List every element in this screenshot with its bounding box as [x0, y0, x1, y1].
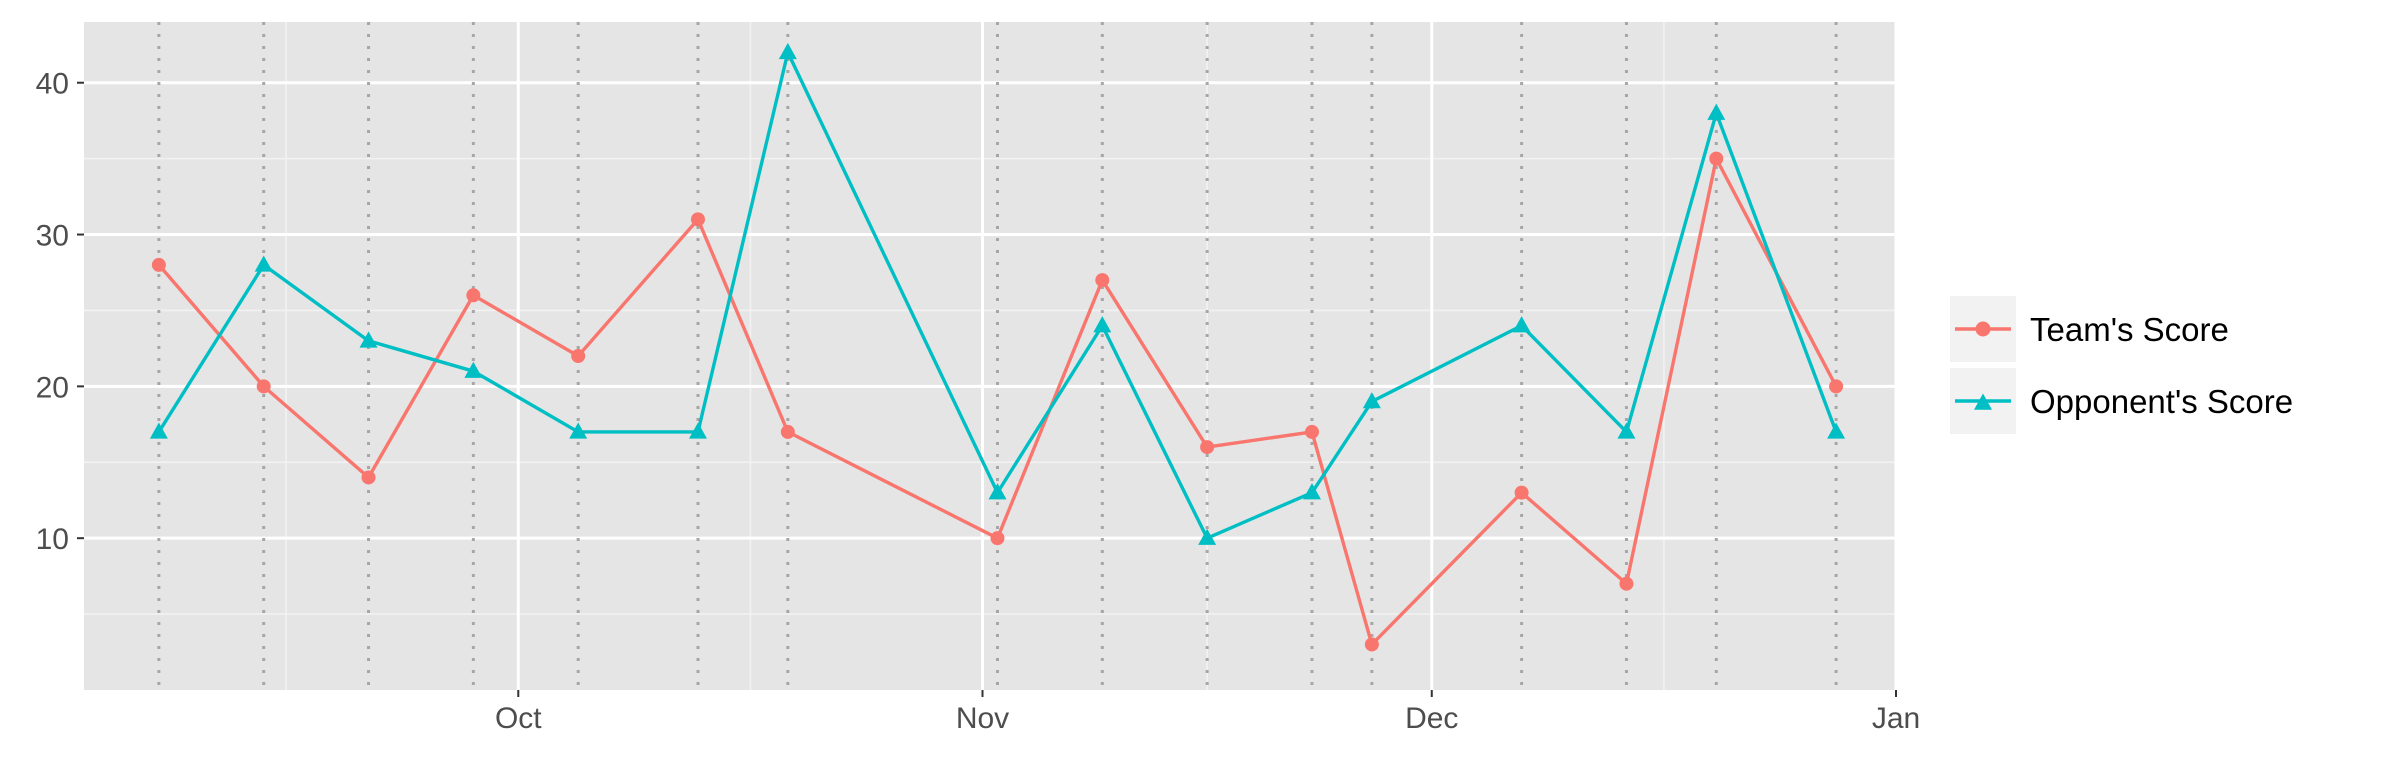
- team-s-score-point: [690, 212, 705, 227]
- y-tick-label: 20: [36, 371, 69, 404]
- y-tick-label: 10: [36, 523, 69, 556]
- opponent-s-score-point: [1198, 528, 1217, 545]
- team-s-score-point: [990, 531, 1005, 546]
- plot-panel: [84, 22, 1896, 690]
- opponent-s-score-point: [149, 422, 168, 439]
- opponent-s-score-point: [569, 422, 588, 439]
- team-s-score-point: [1095, 273, 1110, 288]
- opponent-s-score-line: [157, 50, 1838, 540]
- x-tick-label: Oct: [495, 702, 542, 735]
- team-s-score-legend-marker: [1975, 321, 1991, 337]
- opponent-s-score-point: [1617, 422, 1636, 439]
- grid-lines: [84, 22, 1898, 690]
- team-s-score-point: [1709, 151, 1724, 166]
- x-tick-label: Nov: [956, 702, 1009, 735]
- legend: Team's Score Opponent's Score: [1950, 296, 2293, 434]
- opponent-s-score-point: [1707, 103, 1726, 120]
- team-s-score-point: [1304, 424, 1319, 439]
- team-s-score-point: [1514, 485, 1529, 500]
- opponent-s-score-point: [1512, 316, 1531, 333]
- opponent-s-score-point: [1302, 483, 1321, 500]
- opponent-s-score-legend-marker: [1974, 393, 1992, 410]
- team-s-score-point: [571, 349, 586, 363]
- team-s-score-point: [1364, 637, 1379, 652]
- team-s-score-point: [1619, 576, 1634, 591]
- opponent-s-score-point: [464, 361, 483, 378]
- opponent-s-score-point: [988, 483, 1007, 500]
- x-tick-label: Dec: [1405, 702, 1458, 735]
- team-s-score-point: [780, 424, 795, 439]
- series-markers: [149, 42, 1846, 652]
- y-tick-label: 30: [36, 220, 69, 253]
- team-s-score-legend-label: Team's Score: [2030, 311, 2229, 348]
- opponent-s-score-legend-label: Opponent's Score: [2030, 383, 2293, 420]
- x-tick-label: Jan: [1872, 702, 1920, 735]
- team-s-score-point: [256, 379, 271, 394]
- y-axis-ticks: 10 20 30 40: [36, 68, 84, 556]
- opponent-s-score-point: [1093, 316, 1112, 333]
- opponent-s-score-point: [688, 422, 707, 439]
- team-s-score-point: [466, 288, 481, 303]
- opponent-s-score-point: [254, 255, 273, 272]
- team-s-score-point: [361, 470, 376, 485]
- x-axis-ticks: Oct Nov Dec Jan: [495, 690, 1920, 735]
- team-s-score-point: [151, 257, 166, 272]
- opponent-s-score-point: [1362, 392, 1381, 409]
- team-s-score-point: [1829, 379, 1844, 394]
- opponent-s-score-point: [359, 331, 378, 348]
- y-tick-label: 40: [36, 68, 69, 101]
- panel-background: [84, 22, 1896, 690]
- team-s-score-point: [1200, 440, 1215, 455]
- opponent-s-score-point: [1827, 422, 1846, 439]
- opponent-s-score-point: [778, 42, 797, 60]
- series-lines: [157, 50, 1838, 647]
